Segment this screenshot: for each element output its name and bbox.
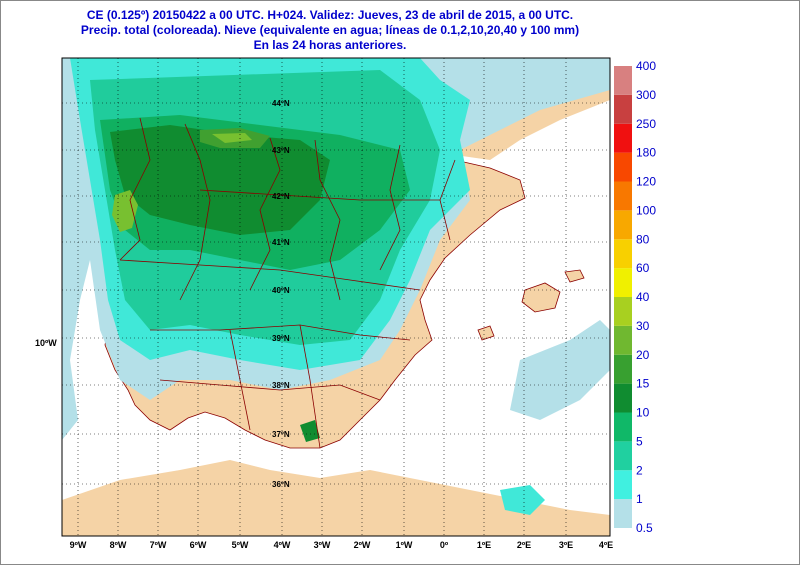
legend-swatch-20 [614, 325, 632, 355]
legend-swatch-10 [614, 383, 632, 413]
lat-label-37n: 37ºN [272, 430, 290, 439]
lon-label-1w: 1ºW [396, 540, 413, 550]
side-lon-label-10w: 10ºW [35, 338, 57, 348]
lon-label-0: 0º [440, 540, 449, 550]
lat-label-40n: 40ºN [272, 286, 290, 295]
lon-label-1e: 1ºE [477, 540, 491, 550]
balearic-menorca [564, 269, 585, 283]
legend-label-300: 300 [636, 88, 656, 102]
legend-swatch-120 [614, 152, 632, 182]
precip-10mm-andalucia [300, 420, 320, 442]
legend-label-100: 100 [636, 203, 656, 217]
north-africa-land [62, 460, 610, 536]
legend-label-30: 30 [636, 319, 650, 333]
legend-swatch-180 [614, 123, 632, 153]
longitude-labels: 9ºW 8ºW 7ºW 6ºW 5ºW 4ºW 3ºW 2ºW 1ºW 0º 1… [70, 540, 614, 550]
map-plot-area: 44ºN 43ºN 42ºN 41ºN 40ºN 39ºN 38ºN 37ºN … [62, 58, 610, 536]
legend-swatch-100 [614, 181, 632, 211]
legend-swatch-1 [614, 470, 632, 500]
lon-label-9w: 9ºW [70, 540, 87, 550]
balearic-ibiza [477, 325, 495, 341]
precip-east-coast [510, 320, 610, 420]
plot-border [61, 57, 611, 537]
lat-label-43n: 43ºN [272, 146, 290, 155]
precip-20mm-galicia [112, 190, 138, 232]
precip-alboran [500, 485, 545, 515]
legend-swatch-250 [614, 94, 632, 124]
legend-label-20: 20 [636, 348, 650, 362]
legend-swatch-30 [614, 297, 632, 326]
legend-swatch-15 [614, 354, 632, 384]
precip-legend: 0.5 1 2 5 10 15 20 30 40 60 80 100 120 180 250 300 400 [614, 59, 656, 535]
lat-label-36n: 36ºN [272, 480, 290, 489]
lon-label-2w: 2ºW [354, 540, 371, 550]
legend-label-120: 120 [636, 175, 656, 189]
lon-label-7w: 7ºW [150, 540, 167, 550]
lon-label-8w: 8ºW [110, 540, 127, 550]
title-line-2: Precip. total (coloreada). Nieve (equiva… [80, 23, 580, 37]
legend-label-40: 40 [636, 290, 650, 304]
legend-label-0.5: 0.5 [636, 521, 653, 535]
lon-label-5w: 5ºW [232, 540, 249, 550]
lon-label-4e: 4ºE [599, 540, 613, 550]
lon-label-4w: 4ºW [274, 540, 291, 550]
lat-label-39n: 39ºN [272, 334, 290, 343]
legend-label-250: 250 [636, 117, 656, 131]
legend-swatch-300 [614, 66, 632, 95]
title-line-1: CE (0.125º) 20150422 a 00 UTC. H+024. Va… [86, 8, 574, 22]
region-borders [119, 117, 456, 449]
lat-label-41n: 41ºN [272, 238, 290, 247]
precip-20mm-cantabria [212, 133, 252, 143]
map-title: CE (0.125º) 20150422 a 00 UTC. H+024. Va… [20, 8, 640, 53]
latitude-labels: 44ºN 43ºN 42ºN 41ºN 40ºN 39ºN 38ºN 37ºN … [272, 99, 290, 489]
legend-swatch-0.5 [614, 499, 632, 528]
legend-label-80: 80 [636, 232, 650, 246]
legend-swatch-2 [614, 441, 632, 471]
legend-label-60: 60 [636, 261, 650, 275]
lon-label-3e: 3ºE [559, 540, 573, 550]
legend-label-5: 5 [636, 434, 643, 448]
legend-swatch-5 [614, 412, 632, 442]
legend-label-400: 400 [636, 59, 656, 73]
legend-label-15: 15 [636, 377, 650, 391]
legend-swatch-60 [614, 239, 632, 269]
lon-label-6w: 6ºW [190, 540, 207, 550]
lon-label-3w: 3ºW [314, 540, 331, 550]
lat-label-44n: 44ºN [272, 99, 290, 108]
legend-swatch-80 [614, 210, 632, 240]
legend-swatch-40 [614, 268, 632, 297]
legend-label-2: 2 [636, 463, 643, 477]
legend-label-10: 10 [636, 406, 650, 420]
lon-label-2e: 2ºE [517, 540, 531, 550]
precip-10mm [110, 125, 330, 235]
legend-label-180: 180 [636, 146, 656, 160]
graticule [62, 58, 610, 536]
lat-label-38n: 38ºN [272, 381, 290, 390]
lat-label-42n: 42ºN [272, 192, 290, 201]
title-line-3: En las 24 horas anteriores. [253, 38, 407, 52]
legend-label-1: 1 [636, 492, 643, 506]
